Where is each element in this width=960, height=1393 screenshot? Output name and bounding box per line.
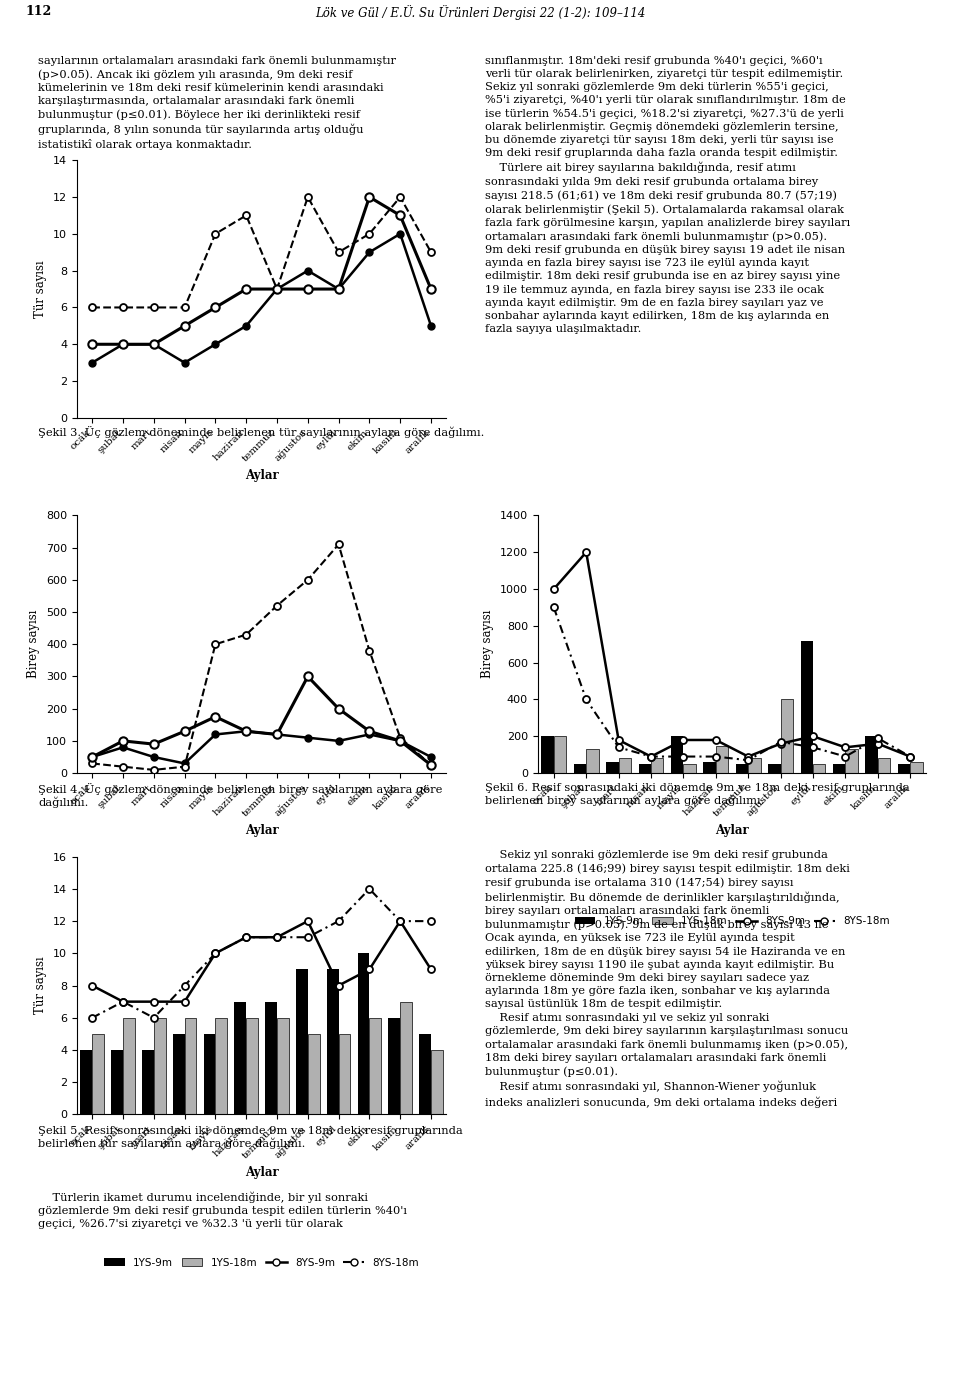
Bar <box>358 953 370 1114</box>
Bar <box>265 1002 277 1114</box>
Bar <box>607 762 618 773</box>
X-axis label: Aylar: Aylar <box>245 825 278 837</box>
Bar <box>768 763 780 773</box>
Text: 112: 112 <box>26 4 52 18</box>
Text: Sekiz yıl sonraki gözlemlerde ise 9m deki resif grubunda
ortalama 225.8 (146;99): Sekiz yıl sonraki gözlemlerde ise 9m dek… <box>485 850 850 1107</box>
Bar <box>910 762 923 773</box>
Bar <box>716 745 728 773</box>
Text: Şekil 4. Üç gözlem döneminde belirlenen birey sayılarının aylara göre
dağılımı.: Şekil 4. Üç gözlem döneminde belirlenen … <box>38 783 443 808</box>
Text: Şekil 5. Resif sonrasındaki iki dönemde 9m ve 18m deki resif gruplarında
belirle: Şekil 5. Resif sonrasındaki iki dönemde … <box>38 1126 463 1149</box>
Bar <box>736 763 748 773</box>
X-axis label: Aylar: Aylar <box>245 1166 278 1178</box>
Bar <box>618 758 631 773</box>
Bar <box>154 1018 165 1114</box>
X-axis label: Aylar: Aylar <box>245 469 278 482</box>
Bar <box>173 1034 184 1114</box>
Bar <box>123 1018 134 1114</box>
Bar <box>142 1050 154 1114</box>
Text: sayılarının ortalamaları arasındaki fark önemli bulunmamıştır
(p>0.05). Ancak ik: sayılarının ortalamaları arasındaki fark… <box>38 56 396 150</box>
Bar <box>234 1002 246 1114</box>
Bar <box>327 970 339 1114</box>
Bar <box>184 1018 196 1114</box>
Bar <box>846 749 857 773</box>
Bar <box>587 749 598 773</box>
Text: sınıflanmıştır. 18m'deki resif grubunda %40'ı geçici, %60'ı
verli tür olarak bel: sınıflanmıştır. 18m'deki resif grubunda … <box>485 56 850 334</box>
Bar <box>308 1034 320 1114</box>
Bar <box>898 763 910 773</box>
Bar <box>204 1034 215 1114</box>
Bar <box>748 758 760 773</box>
Bar <box>638 763 651 773</box>
Bar <box>111 1050 123 1114</box>
Y-axis label: Tür sayısı: Tür sayısı <box>35 957 47 1014</box>
Legend: resif öncesi, 1 yıl sonra, 8 yıl sonra: resif öncesi, 1 yıl sonra, 8 yıl sonra <box>102 912 421 932</box>
Bar <box>651 758 663 773</box>
Bar <box>704 762 716 773</box>
Bar <box>246 1018 258 1114</box>
Bar <box>671 737 684 773</box>
Bar <box>81 1050 92 1114</box>
Bar <box>431 1050 443 1114</box>
Bar <box>684 763 696 773</box>
Text: Şekil 3. Üç gözlem döneminde belirlenen tür sayılarının aylara göre dağılımı.: Şekil 3. Üç gözlem döneminde belirlenen … <box>38 426 485 439</box>
Bar <box>554 737 566 773</box>
Bar <box>215 1018 228 1114</box>
Text: Lök ve Gül / E.Ü. Su Ürünleri Dergisi 22 (1-2): 109–114: Lök ve Gül / E.Ü. Su Ürünleri Dergisi 22… <box>315 4 645 20</box>
Y-axis label: Birey sayısı: Birey sayısı <box>28 610 40 678</box>
Bar <box>420 1034 431 1114</box>
Bar <box>400 1002 412 1114</box>
Bar <box>780 699 793 773</box>
Y-axis label: Tür sayısı: Tür sayısı <box>35 260 47 318</box>
Bar <box>389 1018 400 1114</box>
Bar <box>92 1034 104 1114</box>
Bar <box>801 641 813 773</box>
Bar <box>541 737 554 773</box>
Y-axis label: Birey sayısı: Birey sayısı <box>481 610 494 678</box>
Bar <box>866 737 877 773</box>
Bar <box>296 970 308 1114</box>
Legend: resif öncesi, 1 yıl sonra, 8 yıl sonra: resif öncesi, 1 yıl sonra, 8 yıl sonra <box>102 557 421 577</box>
Legend: 1YS-9m, 1YS-18m, 8YS-9m, 8YS-18m: 1YS-9m, 1YS-18m, 8YS-9m, 8YS-18m <box>100 1254 423 1272</box>
X-axis label: Aylar: Aylar <box>715 825 749 837</box>
Text: Türlerin ikamet durumu incelendiğinde, bir yıl sonraki
gözlemlerde 9m deki resif: Türlerin ikamet durumu incelendiğinde, b… <box>38 1191 407 1229</box>
Bar <box>370 1018 381 1114</box>
Bar <box>277 1018 289 1114</box>
Bar <box>339 1034 350 1114</box>
Bar <box>813 763 826 773</box>
Bar <box>833 763 846 773</box>
Bar <box>574 763 587 773</box>
Bar <box>877 758 890 773</box>
Legend: 1YS-9m, 1YS-18m, 8YS-9m, 8YS-18m: 1YS-9m, 1YS-18m, 8YS-9m, 8YS-18m <box>570 912 894 931</box>
Text: Şekil 6. Resif sonrasındaki iki dönemde 9m ve 18m deki resif gruplarında
belirle: Şekil 6. Resif sonrasındaki iki dönemde … <box>485 783 909 807</box>
